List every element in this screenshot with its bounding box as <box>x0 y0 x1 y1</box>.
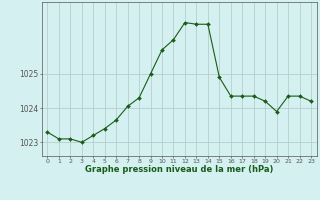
X-axis label: Graphe pression niveau de la mer (hPa): Graphe pression niveau de la mer (hPa) <box>85 165 273 174</box>
